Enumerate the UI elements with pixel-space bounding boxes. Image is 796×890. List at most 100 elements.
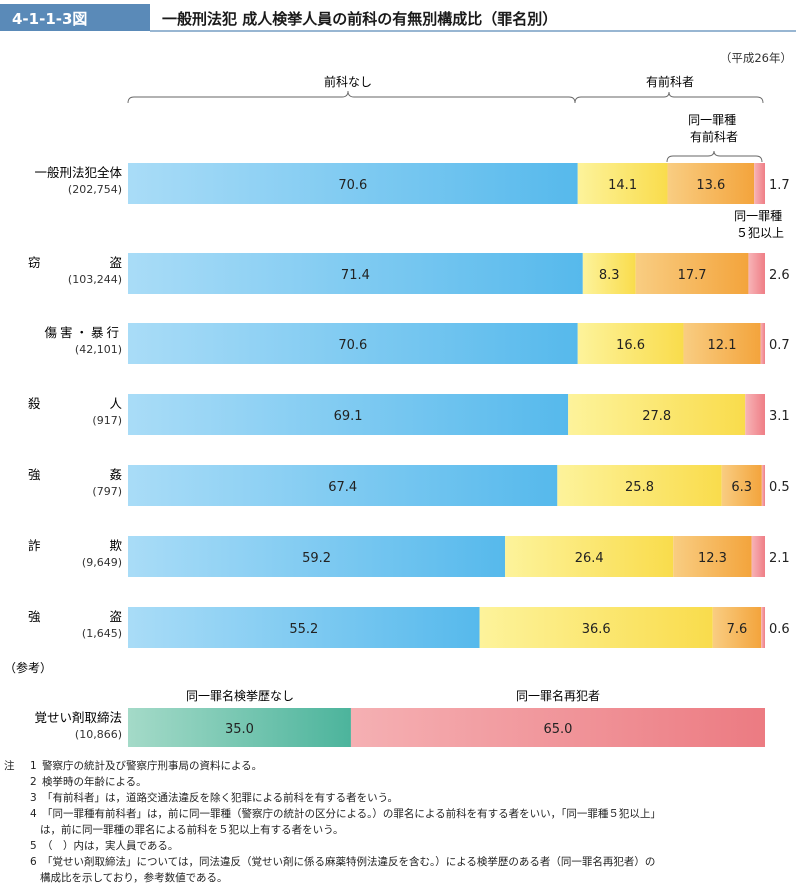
figure-number-box [0, 4, 150, 31]
row-5-label-char2: 欺 [109, 538, 122, 553]
note-text: 警察庁の統計及び警察庁刑事局の資料による。 [42, 760, 263, 772]
row-2-bar-same_crime_prior [683, 323, 761, 364]
note-text: 「有前科者」は，道路交通法違反を除く犯罪による前科を有する者をいう。 [42, 792, 399, 804]
reference-value-0: 35.0 [225, 722, 254, 737]
year-note: （平成26年） [720, 51, 792, 65]
row-6-bar-same_crime_5plus [761, 607, 765, 648]
row-5-value-other_prior: 26.4 [575, 551, 604, 566]
row-1-value-other_prior: 8.3 [599, 268, 620, 283]
row-5-count: (9,649) [82, 556, 122, 569]
note-row: 注 1 警察庁の統計及び警察庁刑事局の資料による。 [4, 760, 262, 773]
row-0-bar-same_crime_prior [667, 163, 755, 204]
note-row: 構成比を示しており，参考数値である。 [4, 872, 228, 885]
row-5-value-same_crime_5plus: 2.1 [769, 551, 790, 566]
row-4-bar-same_crime_prior [721, 465, 762, 506]
reference-row: 覚せい剤取締法 (10,866) 35.0 65.0 [34, 708, 765, 747]
row-2-bar-same_crime_5plus [760, 323, 765, 364]
note-row: 4 「同一罪種有前科者」は，前に同一罪種（警察庁の統計の区分による。）の罪名による… [4, 808, 661, 821]
row-4-bar-no_prior [128, 465, 558, 506]
chart-area: 4-1-1-3図 一般刑法犯 成人検挙人員の前科の有無別構成比（罪名別） （平成… [0, 4, 796, 747]
note-number: 1 [30, 760, 37, 772]
row-4-bar-same_crime_5plus [761, 465, 765, 506]
note-text: 「覚せい剤取締法」については，同法違反（覚せい剤に係る麻薬特例法違反を含む。）に… [42, 856, 656, 868]
note-row: 2 検挙時の年齢による。 [4, 776, 147, 789]
row-4-bar-other_prior [557, 465, 722, 506]
header-with-prior: 有前科者 [646, 74, 694, 89]
row-3-value-other_prior: 27.8 [642, 409, 671, 424]
row-6-value-same_crime_prior: 7.6 [727, 622, 748, 637]
note-number: 6 [30, 856, 37, 868]
row-0-count: (202,754) [68, 183, 122, 196]
note-text: 「同一罪種有前科者」は，前に同一罪種（警察庁の統計の区分による。）の罪名による前… [42, 808, 661, 820]
header-same-crime-5plus: 同一罪種 ５犯以上 [734, 209, 786, 240]
reference-series-label-1: 同一罪名検挙歴なし [186, 688, 294, 703]
figure-title: 一般刑法犯 成人検挙人員の前科の有無別構成比（罪名別） [162, 10, 557, 28]
row-4-value-no_prior: 67.4 [328, 480, 357, 495]
brace-with-prior [574, 91, 764, 104]
brace-no-prior-left [127, 90, 576, 104]
row-6-label-char1: 強 [28, 609, 41, 624]
row-4-value-other_prior: 25.8 [625, 480, 654, 495]
row-0-value-other_prior: 14.1 [608, 178, 637, 193]
row-1-value-same_crime_prior: 17.7 [678, 268, 707, 283]
row-5-value-same_crime_prior: 12.3 [698, 551, 727, 566]
row-0-value-no_prior: 70.6 [338, 178, 367, 193]
row-4-value-same_crime_5plus: 0.5 [769, 480, 790, 495]
row-5-value-no_prior: 59.2 [302, 551, 331, 566]
row-5-bar-same_crime_prior [673, 536, 752, 577]
row-0-bar-same_crime_5plus [754, 163, 765, 204]
header-same-crime-prior-line2: 有前科者 [690, 129, 738, 144]
row-4-value-same_crime_prior: 6.3 [731, 480, 752, 495]
row-0-bar-other_prior [577, 163, 668, 204]
row-1-bar-same_crime_prior [635, 253, 749, 294]
row-1-value-no_prior: 71.4 [341, 268, 370, 283]
row-1-bar-same_crime_5plus [748, 253, 765, 294]
note-number: 4 [30, 808, 37, 820]
row-6-bar-same_crime_prior [712, 607, 762, 648]
row-6-bar-no_prior [128, 607, 480, 648]
row-0-bar-no_prior [128, 163, 578, 204]
header-same-crime-prior: 同一罪種 有前科者 [688, 113, 740, 144]
row-3-bar-no_prior [128, 394, 569, 435]
header-no-prior: 前科なし [324, 74, 372, 89]
reference-bar-1 [350, 708, 765, 747]
row-3-value-same_crime_5plus: 3.1 [769, 409, 790, 424]
header-same-crime-5plus-line2: ５犯以上 [736, 226, 784, 240]
row-3-bar-other_prior [568, 394, 746, 435]
row-3-bar-same_crime_5plus [745, 394, 765, 435]
row-2-count: (42,101) [75, 343, 122, 356]
row-4-label-char2: 姦 [109, 467, 122, 482]
row-2-bar-no_prior [128, 323, 578, 364]
row-1-label-char1: 窃 [28, 255, 41, 270]
note-text: 検挙時の年齢による。 [42, 776, 147, 788]
figure-number: 4-1-1-3図 [12, 10, 87, 28]
note-row: 5 （ ）内は，実人員である。 [4, 840, 178, 853]
note-text: （ ）内は，実人員である。 [42, 840, 179, 852]
note-row: 3 「有前科者」は，道路交通法違反を除く犯罪による前科を有する者をいう。 [4, 792, 398, 805]
row-3-label-char2: 人 [109, 396, 122, 411]
row-1-bar-no_prior [128, 253, 583, 294]
row-3-value-no_prior: 69.1 [334, 409, 363, 424]
row-2-value-other_prior: 16.6 [616, 338, 645, 353]
row-1-value-same_crime_5plus: 2.6 [769, 268, 790, 283]
reference-bar-0 [128, 708, 351, 747]
header-same-crime-5plus-line1: 同一罪種 [734, 209, 782, 223]
note-text: は，前に同一罪種の罪名による前科を５犯以上有する者をいう。 [40, 824, 344, 836]
row-6-label-char2: 盗 [109, 609, 122, 624]
row-2-bar-other_prior [577, 323, 684, 364]
note-number: 3 [30, 792, 37, 804]
note-number: 5 [30, 840, 37, 852]
header-same-crime-prior-line1: 同一罪種 [688, 113, 736, 127]
row-0-value-same_crime_prior: 13.6 [696, 178, 725, 193]
reference-value-1: 65.0 [543, 722, 572, 737]
row-1-bar-other_prior [582, 253, 636, 294]
row-2-value-same_crime_prior: 12.1 [708, 338, 737, 353]
row-1-label-char2: 盗 [109, 255, 122, 270]
row-6-value-no_prior: 55.2 [289, 622, 318, 637]
note-row: は，前に同一罪種の罪名による前科を５犯以上有する者をいう。 [4, 824, 344, 837]
brace-same-crime-prior [666, 150, 763, 163]
note-text: 構成比を示しており，参考数値である。 [40, 872, 228, 884]
row-2-value-no_prior: 70.6 [338, 338, 367, 353]
row-6-value-other_prior: 36.6 [582, 622, 611, 637]
row-4-label-char1: 強 [28, 467, 41, 482]
